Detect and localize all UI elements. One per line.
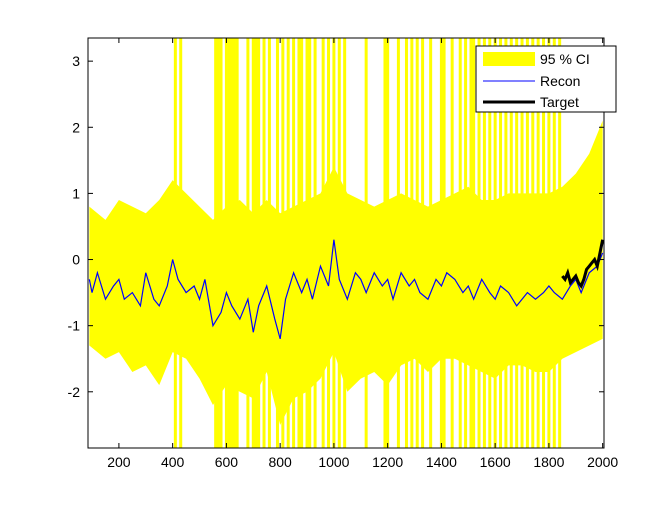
x-tick-label: 400 [161, 454, 185, 470]
ci-spike [415, 38, 419, 448]
legend-label-target: Target [540, 94, 579, 110]
recon-line [88, 239, 604, 340]
x-tick-label: 800 [268, 454, 292, 470]
ci-spike [216, 38, 220, 448]
ci-spike [300, 38, 304, 448]
ci-spike [531, 38, 535, 448]
y-tick-label: -1 [68, 318, 81, 334]
ci-spike [547, 38, 551, 448]
ci-spike [542, 38, 546, 448]
legend-label-recon: Recon [540, 73, 580, 89]
y-tick-label: -2 [68, 384, 81, 400]
ci-spike [464, 38, 468, 448]
legend: 95 % CI Recon Target [475, 45, 617, 113]
ci-spike [275, 38, 279, 448]
ci-spike [442, 38, 446, 448]
x-tick-label: 200 [107, 454, 131, 470]
ci-spike [297, 38, 301, 448]
ci-spike [292, 38, 296, 448]
x-tick-label: 1200 [372, 454, 403, 470]
ci-spike [232, 38, 236, 448]
x-tick-label: 2000 [587, 454, 618, 470]
ci-spike [173, 38, 177, 448]
ci-spike [214, 38, 218, 448]
ci-spike [364, 38, 368, 448]
ci-spike [179, 38, 183, 448]
ci-spike [313, 38, 317, 448]
ci-spike [219, 38, 223, 448]
ci-spike [254, 38, 258, 448]
ci-spike [504, 38, 508, 448]
ci-spike [262, 38, 266, 448]
x-tick-label: 600 [215, 454, 239, 470]
ci-spike [386, 38, 390, 448]
ci-spike [482, 38, 486, 448]
ci-spike [469, 38, 473, 448]
ci-spike [450, 38, 454, 448]
ci-spike [488, 38, 492, 448]
ci-spike [286, 38, 290, 448]
y-tick-label: 1 [72, 185, 80, 201]
ci-spike [477, 38, 481, 448]
ci-spike [383, 38, 387, 448]
ci-spike [439, 38, 443, 448]
ci-spike [230, 38, 234, 448]
ci-spike [421, 38, 425, 448]
y-tick-label: 3 [72, 53, 80, 69]
target-line [561, 239, 604, 289]
legend-swatch-ci [483, 52, 535, 66]
ci-spike [305, 38, 309, 448]
y-tick-label: 2 [72, 119, 80, 135]
x-tick-label: 1000 [318, 454, 349, 470]
ci-spike [227, 38, 231, 448]
axes-box [87, 37, 605, 449]
ci-spike [343, 38, 347, 448]
ci-spike [525, 38, 529, 448]
ci-spike [308, 38, 312, 448]
ci-spike [472, 38, 476, 448]
legend-label-ci: 95 % CI [540, 51, 590, 67]
ci-spike [337, 38, 341, 448]
ci-spike [396, 38, 400, 448]
ci-spike [327, 38, 331, 448]
ci-spike [520, 38, 524, 448]
ci-spike [429, 38, 433, 448]
y-tick-label: 0 [72, 252, 80, 268]
ci-spike [246, 38, 250, 448]
ci-spike [493, 38, 497, 448]
ci-spike [499, 38, 503, 448]
x-tick-label: 1400 [426, 454, 457, 470]
ci-spike [321, 38, 325, 448]
ci-spike [509, 38, 513, 448]
ci-spike [458, 38, 462, 448]
ci-spike [267, 38, 271, 448]
x-tick-label: 1800 [533, 454, 564, 470]
ci-spike [558, 38, 562, 448]
ci-spike [257, 38, 261, 448]
x-tick-label: 1600 [480, 454, 511, 470]
ci-spike [410, 38, 414, 448]
ci-spike [235, 38, 239, 448]
ci-spike [515, 38, 519, 448]
ci-spike [536, 38, 540, 448]
ci-spike [251, 38, 255, 448]
ci-spike [224, 38, 228, 448]
ci-spike [404, 38, 408, 448]
ci-spike [552, 38, 556, 448]
ci-spike [281, 38, 285, 448]
